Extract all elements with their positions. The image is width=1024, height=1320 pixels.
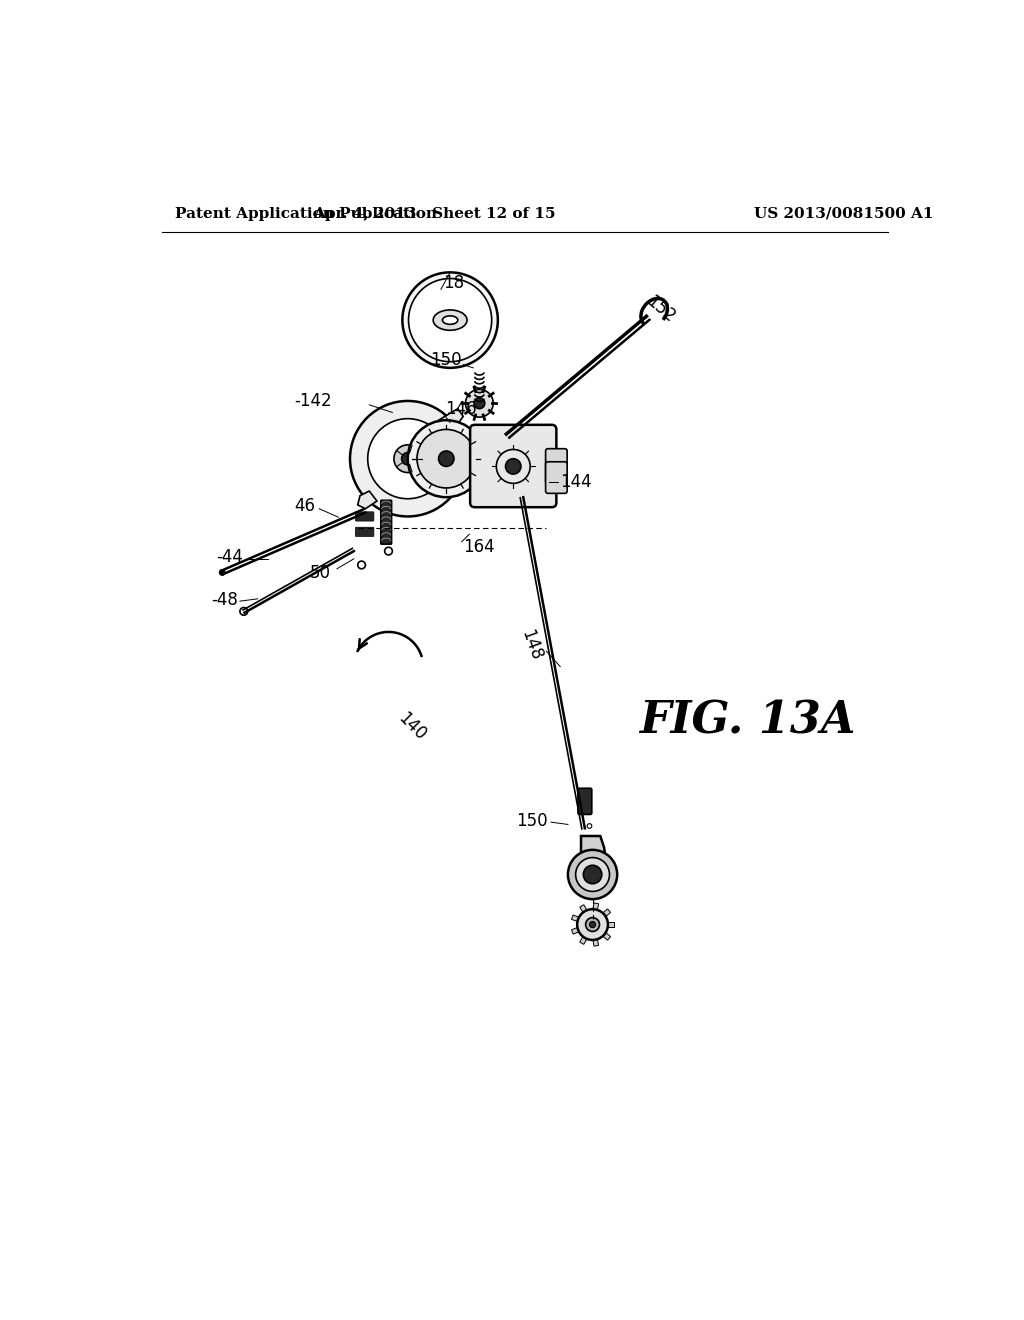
Circle shape	[365, 515, 370, 519]
Circle shape	[584, 866, 602, 884]
FancyBboxPatch shape	[470, 425, 556, 507]
Polygon shape	[603, 933, 610, 940]
Text: Apr. 4, 2013   Sheet 12 of 15: Apr. 4, 2013 Sheet 12 of 15	[313, 207, 556, 220]
Text: 46: 46	[294, 498, 315, 515]
Polygon shape	[580, 937, 587, 944]
Text: Patent Application Publication: Patent Application Publication	[175, 207, 437, 220]
FancyBboxPatch shape	[578, 788, 592, 814]
Circle shape	[474, 397, 484, 409]
Circle shape	[578, 909, 608, 940]
FancyBboxPatch shape	[381, 500, 391, 544]
Text: 50: 50	[309, 564, 331, 582]
Circle shape	[409, 279, 492, 362]
Text: 148: 148	[517, 627, 545, 663]
Circle shape	[350, 401, 466, 516]
Polygon shape	[438, 409, 463, 432]
Ellipse shape	[433, 310, 467, 330]
Polygon shape	[593, 940, 599, 946]
Text: 150: 150	[516, 812, 548, 829]
Circle shape	[367, 515, 371, 519]
Circle shape	[368, 515, 373, 519]
Polygon shape	[571, 915, 579, 921]
Text: 152: 152	[643, 292, 679, 326]
Circle shape	[587, 824, 592, 829]
Circle shape	[394, 445, 422, 473]
Text: 146: 146	[444, 400, 476, 417]
Circle shape	[506, 459, 521, 474]
Circle shape	[575, 858, 609, 891]
Polygon shape	[608, 923, 614, 927]
FancyBboxPatch shape	[546, 462, 567, 494]
Polygon shape	[603, 909, 610, 916]
Circle shape	[438, 451, 454, 466]
Circle shape	[568, 850, 617, 899]
Text: -44: -44	[216, 548, 243, 566]
Circle shape	[417, 429, 475, 488]
Polygon shape	[593, 903, 599, 909]
Circle shape	[466, 389, 494, 417]
Circle shape	[219, 569, 225, 576]
FancyBboxPatch shape	[355, 512, 374, 521]
Circle shape	[401, 453, 414, 465]
Text: FIG. 13A: FIG. 13A	[639, 700, 855, 742]
Polygon shape	[580, 904, 587, 912]
Text: 150: 150	[430, 351, 462, 370]
Circle shape	[402, 272, 498, 368]
Polygon shape	[571, 928, 579, 935]
Text: -142: -142	[295, 392, 333, 411]
Text: 164: 164	[463, 539, 495, 556]
FancyBboxPatch shape	[355, 527, 374, 536]
Text: 18: 18	[443, 275, 464, 292]
Ellipse shape	[442, 315, 458, 325]
Polygon shape	[357, 491, 377, 508]
Polygon shape	[581, 836, 606, 871]
Circle shape	[586, 917, 599, 932]
Text: -48: -48	[212, 590, 239, 609]
FancyBboxPatch shape	[546, 449, 567, 484]
Text: 144: 144	[560, 473, 592, 491]
Circle shape	[408, 420, 484, 498]
Text: US 2013/0081500 A1: US 2013/0081500 A1	[755, 207, 934, 220]
Circle shape	[590, 921, 596, 928]
Circle shape	[368, 418, 447, 499]
Text: 140: 140	[394, 709, 429, 744]
